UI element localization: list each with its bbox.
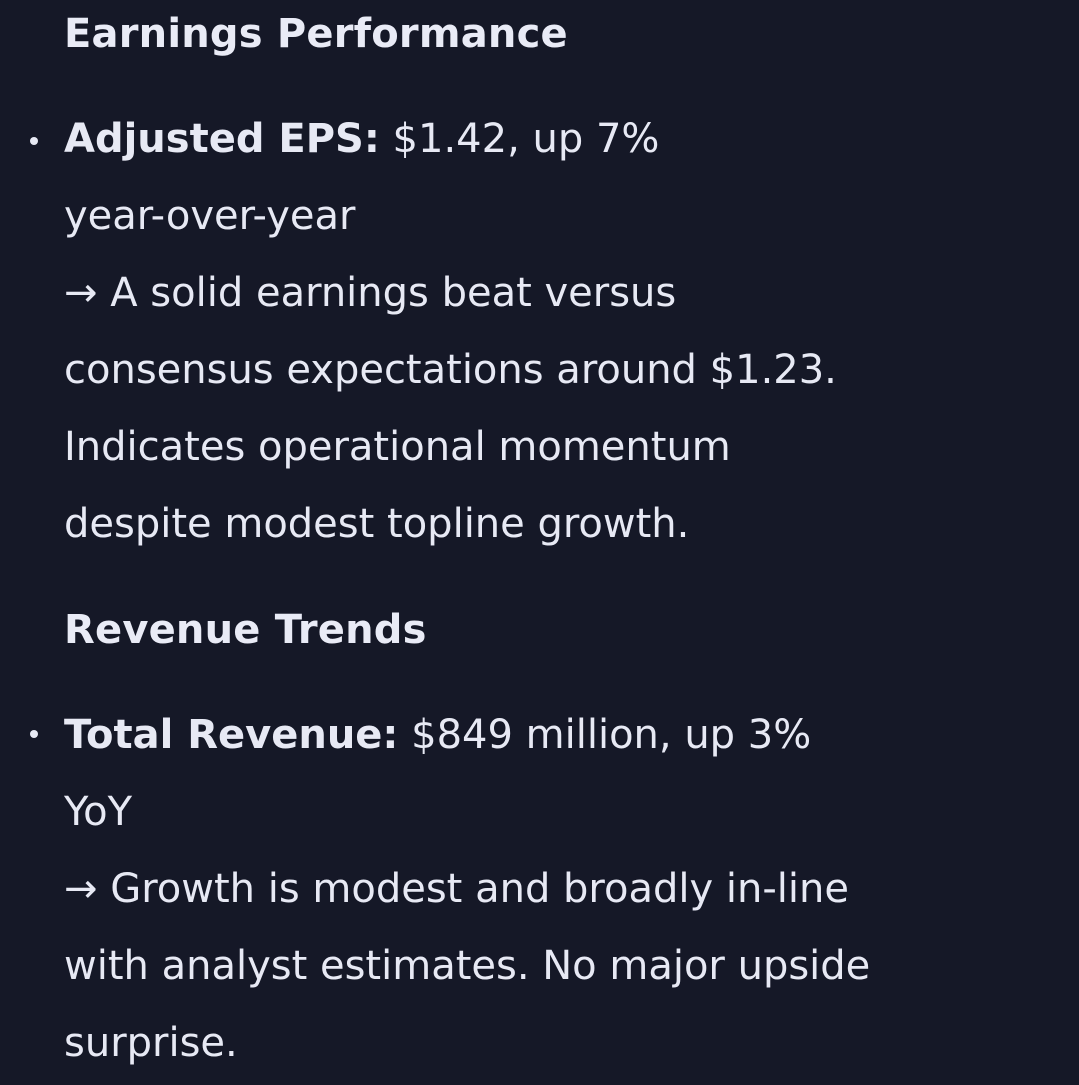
bullet-icon — [30, 137, 38, 145]
adjusted-eps-list-item: Adjusted EPS: $1.42, up 7% year-over-yea… — [30, 101, 964, 563]
total-revenue-value-continuation: YoY — [64, 789, 133, 835]
earnings-performance-heading: Earnings Performance — [64, 11, 568, 57]
bullet-icon — [30, 730, 38, 738]
adjusted-eps-term: Adjusted EPS: — [64, 116, 380, 162]
adjusted-eps-note-line: Indicates operational momentum — [64, 424, 731, 470]
revenue-trends-heading: Revenue Trends — [64, 607, 427, 653]
total-revenue-note-line: surprise. — [64, 1020, 238, 1066]
total-revenue-summary-line: Total Revenue: $849 million, up 3% — [64, 697, 964, 774]
adjusted-eps-summary-line: Adjusted EPS: $1.42, up 7% — [64, 101, 964, 178]
total-revenue-note-line: with analyst estimates. No major upside — [64, 943, 871, 989]
adjusted-eps-note-line: despite modest topline growth. — [64, 501, 690, 547]
total-revenue-term: Total Revenue: — [64, 712, 399, 758]
adjusted-eps-note-line: consensus expectations around $1.23. — [64, 347, 837, 393]
adjusted-eps-note-line: → A solid earnings beat versus — [64, 270, 677, 316]
total-revenue-list-item: Total Revenue: $849 million, up 3% YoY →… — [30, 697, 964, 1082]
total-revenue-note-line: → Growth is modest and broadly in-line — [64, 866, 849, 912]
adjusted-eps-value: $1.42, up 7% — [379, 116, 660, 162]
adjusted-eps-value-continuation: year-over-year — [64, 193, 356, 239]
total-revenue-value: $849 million, up 3% — [398, 712, 812, 758]
